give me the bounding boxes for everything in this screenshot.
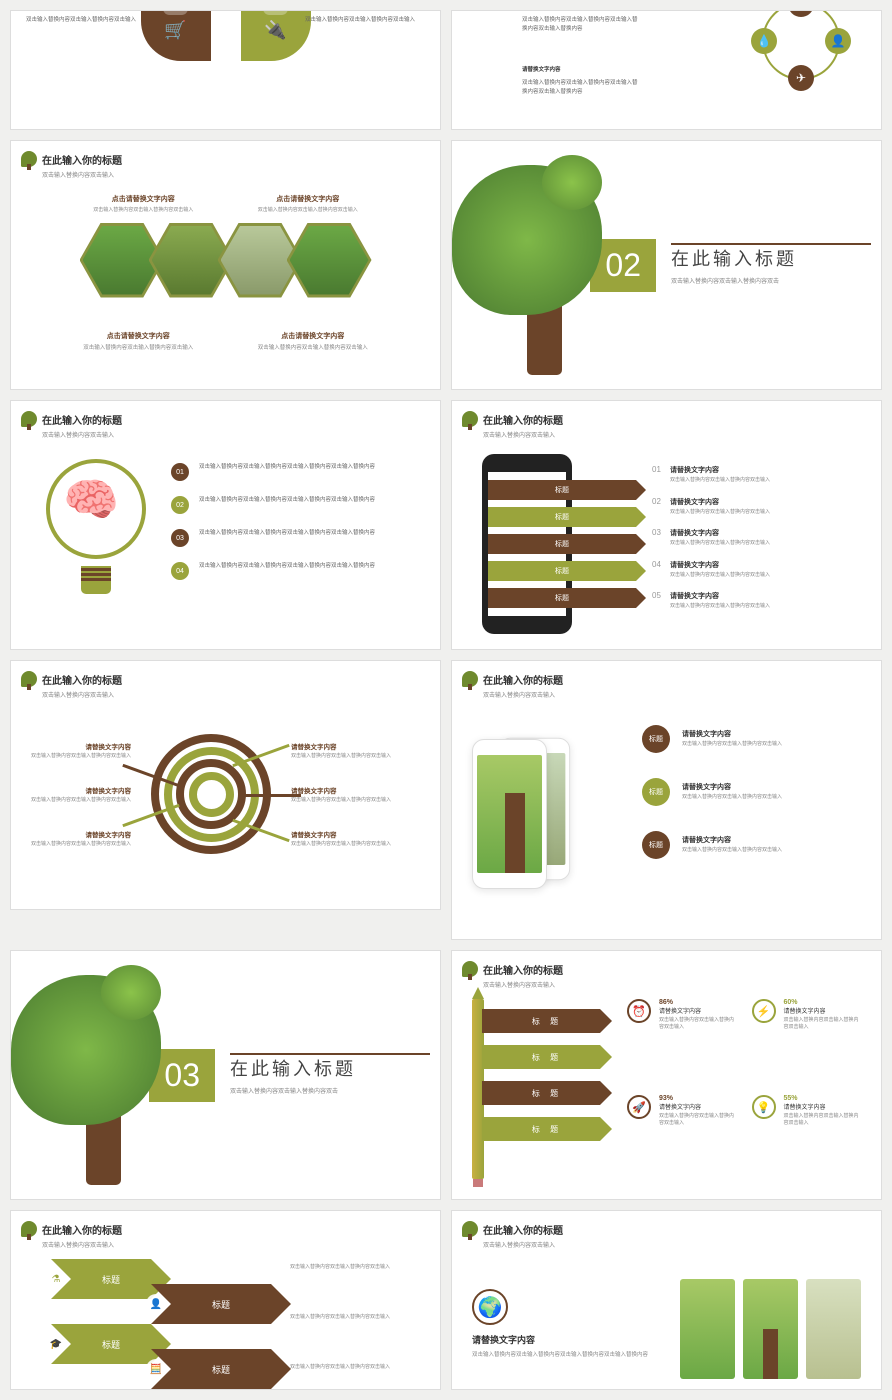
flow-arrow: 标题 bbox=[51, 1324, 171, 1364]
flow-icon: 🧮 bbox=[146, 1359, 166, 1379]
bulb-item: 04双击输入替换内容双击输入替换内容双击输入替换内容双击输入替换内容 bbox=[171, 562, 410, 580]
slide-2: 双击输入替换内容双击输入替换内容双击输入替换内容双击输入替换内容 请替换文字内容… bbox=[451, 10, 882, 130]
cart-icon: 🛒 bbox=[164, 20, 186, 41]
list-item: 01请替换文字内容双击输入替换内容双击输入替换内容双击输入 bbox=[652, 465, 871, 485]
tree-icon bbox=[21, 671, 37, 687]
tree-icon bbox=[21, 1221, 37, 1237]
hexagon-4 bbox=[287, 223, 372, 298]
stat-icon: 💡 bbox=[752, 1095, 776, 1119]
flow-arrow: 标题 bbox=[151, 1284, 291, 1324]
user-icon: 👤 bbox=[825, 28, 851, 54]
pencil-arrow: 标 题 bbox=[482, 1045, 612, 1069]
flow-icon: 👤 bbox=[146, 1294, 166, 1314]
list-item: 03请替换文字内容双击输入替换内容双击输入替换内容双击输入 bbox=[652, 528, 871, 548]
tree-icon bbox=[21, 411, 37, 427]
s1-text-left: 双击输入替换内容双击输入替换内容双击输入 bbox=[26, 16, 146, 25]
plug-icon: 🔌 bbox=[264, 20, 286, 41]
phone-front bbox=[472, 739, 547, 889]
drop-icon: 💧 bbox=[751, 28, 777, 54]
nature-image-1 bbox=[680, 1279, 735, 1379]
slide-section-02: 02 在此输入标题 双击输入替换内容双击输入替换内容双击 bbox=[451, 140, 882, 390]
s1-box-2: 04 🔌 bbox=[241, 10, 311, 61]
stat-item: ⏰86%请替换文字内容双击输入替换内容双击输入替换内容双击输入 bbox=[627, 999, 737, 1083]
tree-icon bbox=[462, 1221, 478, 1237]
lightbulb-icon: 🧠 bbox=[41, 459, 151, 599]
tree-illustration bbox=[10, 965, 149, 1185]
s1-box-1: 02 🛒 bbox=[141, 10, 211, 61]
tree-icon bbox=[21, 151, 37, 167]
tree-icon bbox=[462, 411, 478, 427]
slide-8-phones: 在此输入你的标题 双击输入替换内容双击输入 标题请替换文字内容双击输入替换内容双… bbox=[451, 660, 882, 940]
list-item: 02请替换文字内容双击输入替换内容双击输入替换内容双击输入 bbox=[652, 497, 871, 517]
phone-bar: 标题 bbox=[488, 507, 636, 527]
tree-illustration bbox=[451, 155, 590, 375]
stat-icon: 🚀 bbox=[627, 1095, 651, 1119]
pencil-arrow: 标 题 bbox=[482, 1117, 612, 1141]
globe-icon: 🌍 bbox=[472, 1289, 508, 1325]
phone-mockup: 标题标题标题标题标题 bbox=[482, 454, 572, 634]
slide-3-hexagons: 在此输入你的标题 双击输入替换内容双击输入 点击请替换文字内容双击输入替换内容双… bbox=[10, 140, 441, 390]
circular-diagram: 🏠 👤 ✈ 💧 bbox=[751, 10, 851, 91]
plane-icon: ✈ bbox=[788, 65, 814, 91]
slide-5-bulb: 在此输入你的标题 双击输入替换内容双击输入 🧠 01双击输入替换内容双击输入替换… bbox=[10, 400, 441, 650]
phone-bar: 标题 bbox=[488, 480, 636, 500]
dot-item: 标题请替换文字内容双击输入替换内容双击输入替换内容双击输入 bbox=[642, 831, 861, 859]
stat-icon: ⏰ bbox=[627, 999, 651, 1023]
phone-bar: 标题 bbox=[488, 588, 636, 608]
dot-item: 标题请替换文字内容双击输入替换内容双击输入替换内容双击输入 bbox=[642, 778, 861, 806]
bulb-item: 02双击输入替换内容双击输入替换内容双击输入替换内容双击输入替换内容 bbox=[171, 496, 410, 514]
stat-item: 🚀93%请替换文字内容双击输入替换内容双击输入替换内容双击输入 bbox=[627, 1095, 737, 1179]
pencil-arrow: 标 题 bbox=[482, 1009, 612, 1033]
target-rings bbox=[151, 734, 271, 854]
flow-icon: ⚗ bbox=[46, 1269, 66, 1289]
stat-item: 💡55%请替换文字内容双击输入替换内容双击输入替换内容双击输入 bbox=[752, 1095, 862, 1179]
slide-12-globe: 在此输入你的标题 双击输入替换内容双击输入 🌍 请替换文字内容 双击输入替换内容… bbox=[451, 1210, 882, 1390]
dot-item: 标题请替换文字内容双击输入替换内容双击输入替换内容双击输入 bbox=[642, 725, 861, 753]
stat-icon: ⚡ bbox=[752, 999, 776, 1023]
slide-11-flow: 在此输入你的标题 双击输入替换内容双击输入 双击输入替换内容双击输入替换内容双击… bbox=[10, 1210, 441, 1390]
s1-text-right: 双击输入替换内容双击输入替换内容双击输入 bbox=[305, 16, 425, 25]
slide-section-03: 03 在此输入标题 双击输入替换内容双击输入替换内容双击 bbox=[10, 950, 441, 1200]
flow-icon: 🎓 bbox=[46, 1334, 66, 1354]
flow-arrow: 标题 bbox=[51, 1259, 171, 1299]
slide-7-target: 在此输入你的标题 双击输入替换内容双击输入 请替换文字内容双击输入替换内容双击输… bbox=[10, 660, 441, 910]
bulb-item: 03双击输入替换内容双击输入替换内容双击输入替换内容双击输入替换内容 bbox=[171, 529, 410, 547]
list-item: 05请替换文字内容双击输入替换内容双击输入替换内容双击输入 bbox=[652, 591, 871, 611]
slide-6-phone: 在此输入你的标题 双击输入替换内容双击输入 标题标题标题标题标题 01请替换文字… bbox=[451, 400, 882, 650]
list-item: 04请替换文字内容双击输入替换内容双击输入替换内容双击输入 bbox=[652, 560, 871, 580]
nature-image-2 bbox=[743, 1279, 798, 1379]
tree-icon bbox=[462, 671, 478, 687]
nature-image-3 bbox=[806, 1279, 861, 1379]
slide-10-pencil: 在此输入你的标题 双击输入替换内容双击输入 标 题标 题标 题标 题 ⏰86%请… bbox=[451, 950, 882, 1200]
tree-icon bbox=[462, 961, 478, 977]
stat-item: ⚡60%请替换文字内容双击输入替换内容双击输入替换内容双击输入 bbox=[752, 999, 862, 1083]
slide-1: 双击输入替换内容双击输入替换内容双击输入 02 🛒 04 🔌 双击输入替换内容双… bbox=[10, 10, 441, 130]
phone-bar: 标题 bbox=[488, 561, 636, 581]
bulb-item: 01双击输入替换内容双击输入替换内容双击输入替换内容双击输入替换内容 bbox=[171, 463, 410, 481]
flow-arrow: 标题 bbox=[151, 1349, 291, 1389]
phone-bar: 标题 bbox=[488, 534, 636, 554]
pencil-arrow: 标 题 bbox=[482, 1081, 612, 1105]
